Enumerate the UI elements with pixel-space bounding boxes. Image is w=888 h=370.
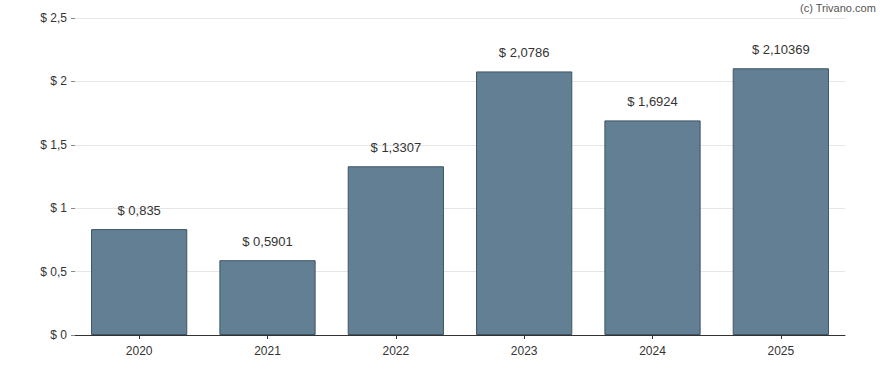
svg-text:2020: 2020 (126, 344, 153, 358)
svg-text:(c) Trivano.com: (c) Trivano.com (800, 2, 876, 14)
svg-text:2021: 2021 (254, 344, 281, 358)
svg-text:$ 2,0786: $ 2,0786 (499, 45, 550, 60)
svg-text:$ 2: $ 2 (50, 74, 67, 88)
svg-text:$ 1: $ 1 (50, 201, 67, 215)
svg-text:$ 1,5: $ 1,5 (40, 138, 67, 152)
svg-text:2024: 2024 (639, 344, 666, 358)
svg-text:$ 0,835: $ 0,835 (117, 203, 160, 218)
svg-text:$ 1,6924: $ 1,6924 (627, 94, 678, 109)
svg-text:2022: 2022 (382, 344, 409, 358)
svg-text:$ 0,5: $ 0,5 (40, 265, 67, 279)
svg-text:2025: 2025 (767, 344, 794, 358)
svg-text:$ 2,5: $ 2,5 (40, 11, 67, 25)
svg-text:$ 0: $ 0 (50, 328, 67, 342)
svg-text:$ 2,10369: $ 2,10369 (752, 42, 810, 57)
svg-text:$ 1,3307: $ 1,3307 (371, 140, 422, 155)
svg-text:2023: 2023 (511, 344, 538, 358)
svg-text:$ 0,5901: $ 0,5901 (242, 234, 293, 249)
